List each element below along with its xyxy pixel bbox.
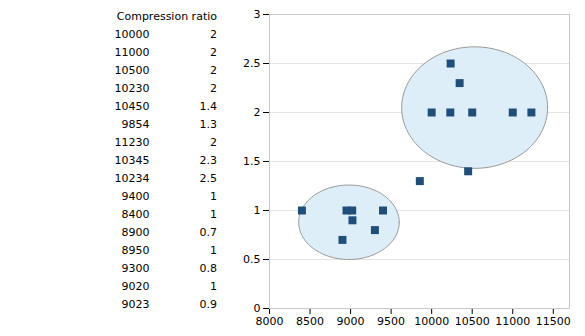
- html-text:2.3: 2.3: [199, 154, 217, 167]
- html-text:8950: 8950: [121, 244, 150, 257]
- html-text:1: 1: [210, 190, 217, 203]
- svg-text:3: 3: [254, 8, 261, 21]
- svg-text:11000: 11000: [495, 315, 530, 328]
- svg-text:10500: 10500: [455, 315, 490, 328]
- html-text:2: 2: [210, 82, 217, 95]
- html-text:2: 2: [210, 136, 217, 149]
- html-text:10450: 10450: [114, 100, 150, 113]
- html-text:Compression ratio: Compression ratio: [116, 10, 217, 23]
- svg-text:9000: 9000: [337, 315, 365, 328]
- svg-text:0: 0: [254, 302, 261, 315]
- html-text:2: 2: [210, 64, 217, 77]
- html-text:1: 1: [210, 280, 217, 293]
- html-text:2: 2: [210, 46, 217, 59]
- html-text:9023: 9023: [121, 298, 150, 311]
- html-text:0.7: 0.7: [199, 226, 217, 239]
- html-text:10345: 10345: [114, 154, 150, 167]
- html-text:1.3: 1.3: [199, 118, 217, 131]
- html-text:8400: 8400: [121, 208, 150, 221]
- html-text:9854: 9854: [121, 118, 150, 131]
- html-text:2.5: 2.5: [199, 172, 217, 185]
- svg-text:1: 1: [254, 204, 261, 217]
- html-text:9400: 9400: [121, 190, 150, 203]
- svg-text:11500: 11500: [536, 315, 571, 328]
- svg-text:2.5: 2.5: [243, 57, 261, 70]
- html-text:1.4: 1.4: [199, 100, 217, 113]
- html-text:1: 1: [210, 244, 217, 257]
- svg-text:8000: 8000: [256, 315, 284, 328]
- html-text:11000: 11000: [114, 46, 150, 59]
- html-text:10500: 10500: [114, 64, 150, 77]
- svg-text:0.5: 0.5: [243, 253, 261, 266]
- html-text:10234: 10234: [114, 172, 150, 185]
- svg-text:8500: 8500: [296, 315, 324, 328]
- svg-text:1.5: 1.5: [243, 155, 261, 168]
- html-text:11230: 11230: [114, 136, 150, 149]
- html-text:0.9: 0.9: [199, 298, 217, 311]
- html-text:10230: 10230: [114, 82, 150, 95]
- html-text:2: 2: [210, 28, 217, 41]
- html-text:9300: 9300: [121, 262, 150, 275]
- html-text:0.8: 0.8: [199, 262, 217, 275]
- html-text:10000: 10000: [114, 28, 150, 41]
- html-text:8900: 8900: [121, 226, 150, 239]
- svg-text:9500: 9500: [377, 315, 405, 328]
- html-text:9020: 9020: [121, 280, 150, 293]
- svg-text:10000: 10000: [414, 315, 449, 328]
- html-text:1: 1: [210, 208, 217, 221]
- svg-text:2: 2: [254, 106, 261, 119]
